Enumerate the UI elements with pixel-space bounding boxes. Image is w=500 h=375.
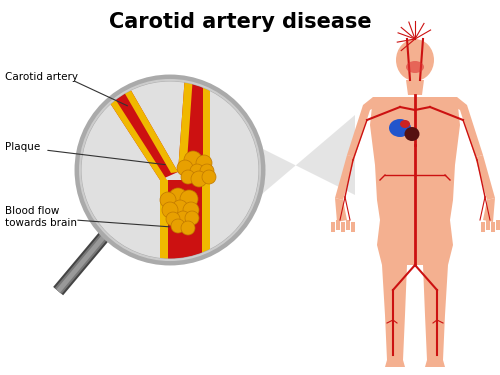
Circle shape bbox=[202, 170, 216, 184]
Text: Carotid artery: Carotid artery bbox=[5, 72, 78, 82]
Polygon shape bbox=[496, 220, 500, 230]
Ellipse shape bbox=[406, 61, 424, 73]
Text: Carotid artery disease: Carotid artery disease bbox=[108, 12, 372, 32]
Polygon shape bbox=[54, 231, 110, 294]
Ellipse shape bbox=[389, 119, 411, 137]
Ellipse shape bbox=[404, 127, 419, 141]
Polygon shape bbox=[178, 75, 210, 180]
Polygon shape bbox=[406, 80, 424, 95]
Polygon shape bbox=[53, 230, 112, 295]
Ellipse shape bbox=[400, 120, 410, 128]
Polygon shape bbox=[341, 222, 345, 232]
Polygon shape bbox=[255, 115, 355, 200]
Polygon shape bbox=[346, 220, 350, 230]
Polygon shape bbox=[377, 220, 453, 265]
Circle shape bbox=[200, 164, 214, 178]
Polygon shape bbox=[382, 265, 407, 315]
Polygon shape bbox=[370, 97, 460, 220]
Circle shape bbox=[171, 219, 185, 233]
Polygon shape bbox=[160, 180, 210, 260]
Circle shape bbox=[166, 212, 180, 226]
Circle shape bbox=[184, 151, 202, 169]
Polygon shape bbox=[202, 180, 210, 260]
Polygon shape bbox=[336, 220, 340, 230]
Polygon shape bbox=[475, 155, 495, 200]
Polygon shape bbox=[56, 232, 108, 293]
Text: Blood flow
towards brain: Blood flow towards brain bbox=[5, 206, 77, 228]
Polygon shape bbox=[95, 80, 167, 180]
Polygon shape bbox=[178, 75, 193, 176]
Polygon shape bbox=[425, 315, 445, 360]
Circle shape bbox=[176, 211, 190, 225]
Circle shape bbox=[177, 160, 193, 176]
Polygon shape bbox=[335, 198, 347, 222]
Polygon shape bbox=[347, 97, 379, 157]
Circle shape bbox=[180, 190, 198, 208]
Polygon shape bbox=[160, 180, 168, 260]
Polygon shape bbox=[425, 360, 445, 367]
Polygon shape bbox=[385, 315, 405, 360]
Circle shape bbox=[191, 171, 207, 187]
Ellipse shape bbox=[396, 39, 434, 81]
Circle shape bbox=[196, 155, 212, 171]
Circle shape bbox=[181, 221, 195, 235]
Circle shape bbox=[160, 192, 176, 208]
Text: Plaque: Plaque bbox=[5, 142, 40, 152]
Polygon shape bbox=[423, 265, 448, 315]
Circle shape bbox=[183, 202, 199, 218]
Polygon shape bbox=[481, 222, 485, 232]
Polygon shape bbox=[331, 222, 335, 232]
Circle shape bbox=[169, 188, 187, 206]
Circle shape bbox=[181, 170, 195, 184]
Polygon shape bbox=[483, 198, 495, 222]
Circle shape bbox=[78, 78, 262, 262]
Polygon shape bbox=[335, 155, 355, 200]
Circle shape bbox=[185, 211, 199, 225]
Polygon shape bbox=[351, 222, 355, 232]
Polygon shape bbox=[385, 360, 405, 367]
Polygon shape bbox=[95, 80, 178, 180]
Polygon shape bbox=[486, 220, 490, 230]
Polygon shape bbox=[203, 75, 210, 180]
Polygon shape bbox=[491, 222, 495, 232]
Polygon shape bbox=[117, 80, 178, 173]
Circle shape bbox=[172, 200, 188, 216]
Circle shape bbox=[190, 164, 204, 178]
Polygon shape bbox=[451, 97, 483, 157]
Circle shape bbox=[162, 202, 178, 218]
